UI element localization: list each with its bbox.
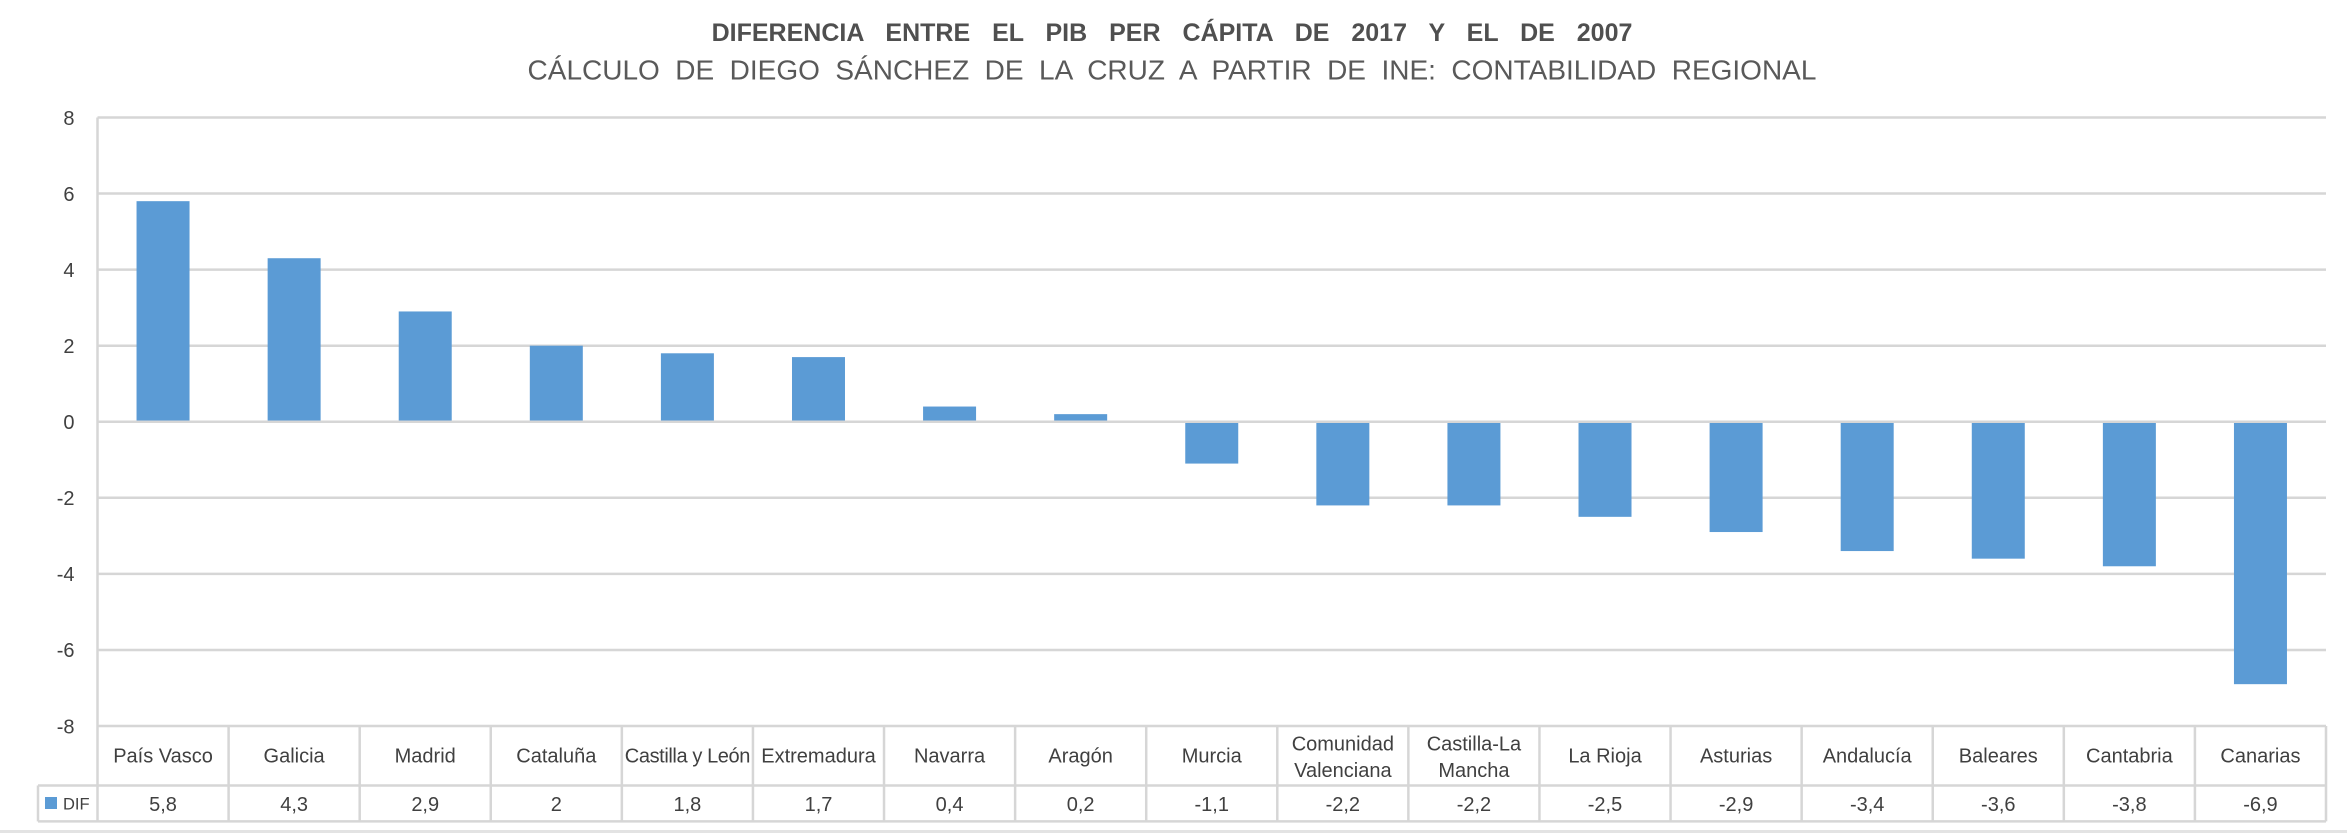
svg-text:DIF: DIF <box>63 795 90 813</box>
svg-text:Castilla y León: Castilla y León <box>625 746 750 768</box>
svg-text:-2,2: -2,2 <box>1326 794 1360 816</box>
svg-text:-3,8: -3,8 <box>2112 794 2146 816</box>
svg-text:-4: -4 <box>57 564 75 586</box>
svg-text:0: 0 <box>63 412 74 434</box>
svg-text:Baleares: Baleares <box>1959 746 2038 768</box>
svg-text:Extremadura: Extremadura <box>761 746 876 768</box>
svg-text:2: 2 <box>63 336 74 358</box>
svg-text:Aragón: Aragón <box>1048 746 1113 768</box>
svg-text:Cantabria: Cantabria <box>2086 746 2174 768</box>
svg-text:6: 6 <box>63 184 74 206</box>
svg-text:2: 2 <box>551 794 562 816</box>
svg-text:4,3: 4,3 <box>280 794 308 816</box>
svg-text:Valenciana: Valenciana <box>1294 760 1392 782</box>
svg-text:Asturias: Asturias <box>1700 746 1772 768</box>
svg-text:Castilla-La: Castilla-La <box>1427 734 1522 756</box>
svg-text:1,7: 1,7 <box>805 794 833 816</box>
svg-text:DIFERENCIA ENTRE EL PIB PER CÁ: DIFERENCIA ENTRE EL PIB PER CÁPITA DE 20… <box>712 18 1633 47</box>
svg-text:La Rioja: La Rioja <box>1568 746 1642 768</box>
svg-text:-1,1: -1,1 <box>1195 794 1229 816</box>
svg-text:CÁLCULO DE DIEGO SÁNCHEZ DE LA: CÁLCULO DE DIEGO SÁNCHEZ DE LA CRUZ A PA… <box>528 55 1817 86</box>
svg-text:-8: -8 <box>57 716 75 738</box>
svg-text:2,9: 2,9 <box>411 794 439 816</box>
svg-text:-2: -2 <box>57 488 75 510</box>
svg-text:Canarias: Canarias <box>2220 746 2300 768</box>
svg-text:Galicia: Galicia <box>264 746 326 768</box>
svg-text:-6,9: -6,9 <box>2243 794 2277 816</box>
svg-text:-2,9: -2,9 <box>1719 794 1753 816</box>
svg-text:Navarra: Navarra <box>914 746 986 768</box>
svg-text:-6: -6 <box>57 640 75 662</box>
svg-text:País Vasco: País Vasco <box>113 746 213 768</box>
svg-text:0,4: 0,4 <box>936 794 964 816</box>
svg-text:Mancha: Mancha <box>1438 760 1510 782</box>
svg-text:5,8: 5,8 <box>149 794 177 816</box>
svg-text:-3,6: -3,6 <box>1981 794 2015 816</box>
svg-text:1,8: 1,8 <box>673 794 701 816</box>
svg-text:Cataluña: Cataluña <box>516 746 597 768</box>
svg-text:0,2: 0,2 <box>1067 794 1095 816</box>
svg-text:8: 8 <box>63 108 74 130</box>
svg-text:Madrid: Madrid <box>395 746 456 768</box>
svg-text:Comunidad: Comunidad <box>1292 734 1394 756</box>
svg-text:-3,4: -3,4 <box>1850 794 1884 816</box>
svg-text:Murcia: Murcia <box>1182 746 1243 768</box>
svg-text:4: 4 <box>63 260 74 282</box>
svg-text:-2,2: -2,2 <box>1457 794 1491 816</box>
svg-text:-2,5: -2,5 <box>1588 794 1622 816</box>
svg-text:Andalucía: Andalucía <box>1823 746 1913 768</box>
